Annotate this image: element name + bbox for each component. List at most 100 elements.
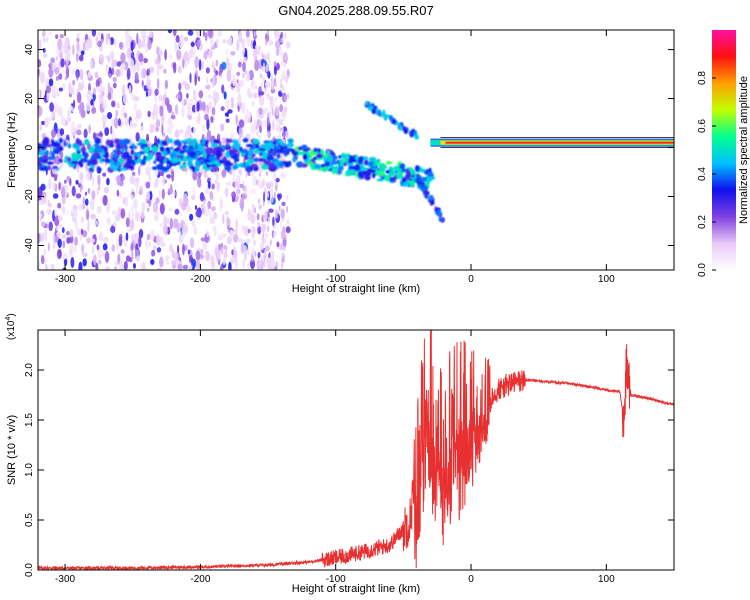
spectrogram-noise-blob bbox=[150, 229, 155, 241]
colorbar-tick-label: 0.4 bbox=[697, 167, 708, 181]
spectrogram-noise-blob bbox=[101, 113, 107, 124]
spectrogram-band-blob bbox=[242, 138, 249, 143]
spectrogram-band-blob bbox=[225, 160, 231, 167]
spectrogram-noise-blob bbox=[237, 93, 242, 105]
spectrogram-noise-blob bbox=[172, 61, 177, 74]
spectrogram-noise-blob bbox=[59, 151, 64, 159]
spectrogram-noise-blob bbox=[203, 169, 207, 177]
spectrogram-noise-blob bbox=[96, 187, 99, 196]
spectrogram-noise-blob bbox=[175, 93, 181, 99]
spectrogram-noise-blob bbox=[72, 99, 76, 109]
spectrogram-noise-blob bbox=[270, 72, 273, 80]
spectrogram-noise-blob bbox=[38, 261, 41, 270]
spectrogram-noise-blob bbox=[264, 209, 267, 216]
spectrogram-noise-blob bbox=[72, 44, 75, 56]
spectrogram-y-label: Frequency (Hz) bbox=[6, 112, 18, 188]
spectrogram-band-blob bbox=[414, 134, 419, 138]
spectrogram-noise-blob bbox=[261, 65, 264, 73]
spectrogram-noise-blob bbox=[76, 32, 81, 38]
spectrogram-band-blob bbox=[254, 148, 260, 154]
spectrogram-band-blob bbox=[236, 163, 243, 167]
spectrogram-noise-blob bbox=[254, 119, 257, 128]
spectrogram-noise-blob bbox=[43, 229, 48, 242]
spectrogram-noise-blob bbox=[198, 90, 204, 99]
spectrogram-band-blob bbox=[198, 156, 205, 161]
colorbar-label: Normalized spectral amplitude bbox=[738, 76, 750, 224]
spectrogram-noise-blob bbox=[114, 261, 119, 266]
spectrogram-noise-blob bbox=[98, 95, 102, 102]
snr-series-line bbox=[38, 330, 674, 570]
spectrogram-noise-blob bbox=[73, 236, 79, 246]
spectrogram-noise-blob bbox=[280, 172, 286, 179]
spectrogram-noise-blob bbox=[129, 120, 134, 130]
spectrogram-noise-blob bbox=[231, 249, 234, 256]
spectrogram-noise-blob bbox=[107, 82, 110, 94]
spectrogram-band-blob bbox=[71, 152, 78, 160]
spectrogram-band-blob bbox=[208, 155, 216, 162]
spectrogram-band-blob bbox=[83, 138, 90, 146]
spectrogram-band-blob bbox=[338, 155, 342, 159]
spectrogram-noise-blob bbox=[207, 30, 213, 38]
spectrogram-noise-blob bbox=[211, 76, 216, 88]
spectrogram-noise-blob bbox=[283, 74, 286, 81]
spectrogram-noise-blob bbox=[78, 183, 81, 188]
spectrogram-noise-blob bbox=[195, 210, 200, 218]
spectrogram-noise-blob bbox=[200, 167, 204, 175]
spectrogram-noise-blob bbox=[135, 62, 141, 72]
spectrogram-band-blob bbox=[300, 163, 308, 168]
spectrogram-noise-blob bbox=[208, 101, 213, 110]
spectrogram-noise-blob bbox=[71, 67, 77, 75]
spectrogram-noise-blob bbox=[279, 78, 282, 84]
spectrogram-band-blob bbox=[185, 138, 193, 143]
spectrogram-noise-blob bbox=[275, 261, 278, 269]
spectrogram-band-blob bbox=[287, 142, 294, 148]
spectrogram-noise-blob bbox=[206, 230, 210, 238]
spectrogram-noise-blob bbox=[61, 134, 67, 141]
spectrogram-noise-blob bbox=[76, 52, 79, 63]
spectrogram-noise-blob bbox=[160, 222, 163, 228]
spectrogram-noise-blob bbox=[267, 52, 270, 58]
spectrogram-noise-blob bbox=[192, 89, 197, 101]
snr-frame bbox=[37, 329, 675, 571]
spectrogram-noise-blob bbox=[250, 258, 256, 270]
spectrogram-noise-blob bbox=[189, 49, 194, 59]
spectrogram-band-blob bbox=[436, 212, 442, 217]
y-tick-label: 0.0 bbox=[24, 563, 35, 577]
spectrogram-noise-blob bbox=[155, 234, 161, 246]
spectrogram-band-blob bbox=[83, 152, 89, 159]
spectrogram-noise-blob bbox=[92, 132, 97, 140]
spectrogram-noise-blob bbox=[76, 70, 79, 81]
spectrogram-band-blob bbox=[58, 138, 64, 144]
spectrogram-noise-blob bbox=[283, 95, 288, 102]
spectrogram-noise-blob bbox=[55, 56, 58, 61]
spectrogram-noise-blob bbox=[192, 186, 196, 197]
spectrogram-noise-blob bbox=[157, 64, 164, 70]
spectrogram-noise-blob bbox=[173, 252, 179, 261]
spectrogram-noise-blob bbox=[55, 76, 59, 81]
spectrogram-noise-blob bbox=[81, 50, 85, 56]
colorbar-ticks: 0.0 0.2 0.4 0.6 0.8 bbox=[697, 71, 716, 277]
spectrogram-band-blob bbox=[385, 161, 393, 165]
spectrogram-noise-blob bbox=[189, 72, 192, 84]
spectrogram-band-blob bbox=[224, 145, 232, 150]
spectrogram-noise-blob bbox=[141, 68, 147, 79]
spectrogram-noise-blob bbox=[132, 198, 138, 210]
spectrogram-noise-blob bbox=[221, 84, 225, 94]
spectrogram-noise-blob bbox=[267, 70, 271, 79]
spectrogram-noise-blob bbox=[38, 105, 43, 117]
spectrogram-band-blob bbox=[252, 138, 260, 145]
spectrogram-band-blob bbox=[194, 166, 200, 173]
spectrogram-noise-blob bbox=[45, 266, 49, 270]
spectrogram-band-blob bbox=[63, 159, 68, 163]
spectrogram-band-blob bbox=[80, 157, 87, 163]
spectrogram-band-blob bbox=[347, 171, 356, 176]
spectrogram-noise-blob bbox=[242, 72, 245, 79]
spectrogram-noise-blob bbox=[106, 177, 110, 186]
spectrogram-noise-blob bbox=[181, 167, 188, 172]
spectrogram-noise-blob bbox=[185, 51, 189, 58]
spectrogram-noise-blob bbox=[111, 244, 116, 252]
spectrogram-noise-blob bbox=[125, 196, 129, 207]
spectrogram-noise-blob bbox=[179, 212, 183, 217]
spectrogram-noise-blob bbox=[177, 263, 183, 270]
